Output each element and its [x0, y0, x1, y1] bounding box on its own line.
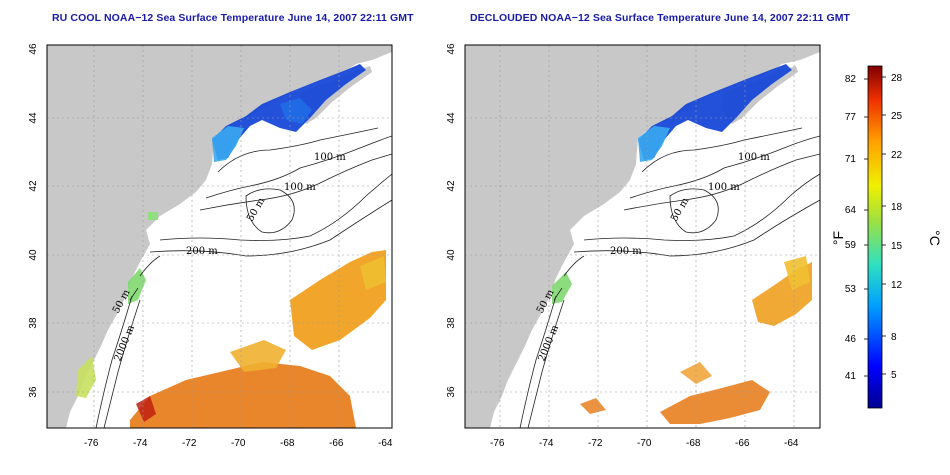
svg-text:8: 8: [891, 332, 897, 343]
unit-fahrenheit: °F: [830, 231, 846, 245]
svg-text:-66: -66: [735, 438, 750, 449]
right-panel-title: DECLOUDED NOAA−12 Sea Surface Temperatur…: [470, 12, 851, 24]
svg-text:53: 53: [845, 284, 857, 295]
svg-text:44: 44: [446, 112, 457, 124]
svg-text:-74: -74: [539, 438, 554, 449]
svg-text:77: 77: [845, 112, 857, 123]
colorbar-fahrenheit-labels: 82 77 71 64 59 53 46 41: [845, 74, 857, 382]
svg-text:12: 12: [891, 280, 903, 291]
svg-text:-68: -68: [280, 438, 295, 449]
left-cold-water-mid: [280, 98, 312, 124]
colorbar: [867, 65, 883, 409]
svg-text:82: 82: [845, 74, 857, 85]
svg-text:28: 28: [891, 73, 903, 84]
svg-text:15: 15: [891, 241, 903, 252]
right-contour-label-100b: 100 m: [708, 182, 740, 193]
svg-text:46: 46: [28, 43, 39, 55]
left-green-patch: [148, 212, 158, 220]
right-contour-label-100a: 100 m: [738, 152, 770, 163]
left-warm-water: [290, 250, 386, 350]
svg-text:-72: -72: [182, 438, 197, 449]
left-grid: [47, 45, 392, 428]
svg-text:-70: -70: [231, 438, 246, 449]
right-map: [465, 45, 820, 428]
svg-text:38: 38: [28, 317, 39, 329]
svg-text:18: 18: [891, 202, 903, 213]
right-frame: [464, 44, 821, 429]
svg-text:46: 46: [845, 334, 857, 345]
left-map: [47, 45, 392, 428]
left-contour-label-100b: 100 m: [284, 182, 316, 193]
right-contours: [519, 127, 820, 428]
left-lat-ticks: 46 44 42 40 38 36: [28, 43, 39, 398]
svg-text:-66: -66: [329, 438, 344, 449]
svg-text:44: 44: [28, 112, 39, 124]
right-warm-patch-south: [660, 380, 770, 424]
svg-text:-76: -76: [490, 438, 505, 449]
svg-text:40: 40: [28, 249, 39, 261]
svg-text:36: 36: [446, 386, 457, 398]
svg-text:41: 41: [845, 371, 857, 382]
svg-text:-64: -64: [378, 438, 393, 449]
right-lat-ticks: 46 44 42 40 38 36: [446, 43, 457, 398]
left-contour-label-100a: 100 m: [314, 152, 346, 163]
svg-text:64: 64: [845, 205, 857, 216]
right-cold-water: [638, 64, 792, 160]
svg-text:42: 42: [446, 180, 457, 192]
left-hot-patch: [136, 396, 156, 422]
right-contour-label-200: 200 m: [610, 246, 642, 257]
left-contour-label-200: 200 m: [186, 246, 218, 257]
right-warm-patch-east2: [784, 256, 810, 290]
left-coastal-yellow: [76, 356, 96, 398]
colorbar-ticks: [864, 76, 886, 377]
left-contours: [95, 127, 392, 428]
left-coastal-green: [128, 268, 146, 304]
svg-text:71: 71: [845, 154, 857, 165]
svg-text:-72: -72: [588, 438, 603, 449]
svg-text:46: 46: [446, 43, 457, 55]
left-orange-streak: [360, 256, 386, 290]
unit-celsius: °C: [927, 230, 943, 246]
svg-text:38: 38: [446, 317, 457, 329]
svg-text:42: 42: [28, 180, 39, 192]
svg-text:59: 59: [845, 240, 857, 251]
left-frame: [46, 44, 393, 429]
left-warm-patch: [230, 340, 286, 372]
svg-text:-68: -68: [686, 438, 701, 449]
svg-text:40: 40: [446, 249, 457, 261]
svg-text:-76: -76: [84, 438, 99, 449]
left-panel-title: RU COOL NOAA−12 Sea Surface Temperature …: [52, 12, 414, 24]
right-land: [465, 45, 820, 428]
left-warm-water-south: [130, 362, 356, 428]
svg-text:36: 36: [28, 386, 39, 398]
right-lon-ticks: -76 -74 -72 -70 -68 -66 -64: [490, 438, 799, 449]
right-cold-water-light: [638, 126, 670, 162]
colorbar-celsius-labels: 28 25 22 18 15 12 8 5: [891, 73, 903, 381]
svg-text:-64: -64: [784, 438, 799, 449]
svg-text:-74: -74: [133, 438, 148, 449]
left-land: [47, 45, 392, 428]
left-lon-ticks: -76 -74 -72 -70 -68 -66 -64: [84, 438, 393, 449]
right-warm-patch-mid: [680, 362, 712, 384]
svg-text:22: 22: [891, 150, 903, 161]
left-cold-water-light: [212, 126, 244, 162]
right-warm-patch-west: [580, 398, 606, 414]
right-grid: [465, 45, 820, 428]
svg-text:-70: -70: [637, 438, 652, 449]
svg-text:5: 5: [891, 370, 897, 381]
svg-text:25: 25: [891, 111, 903, 122]
